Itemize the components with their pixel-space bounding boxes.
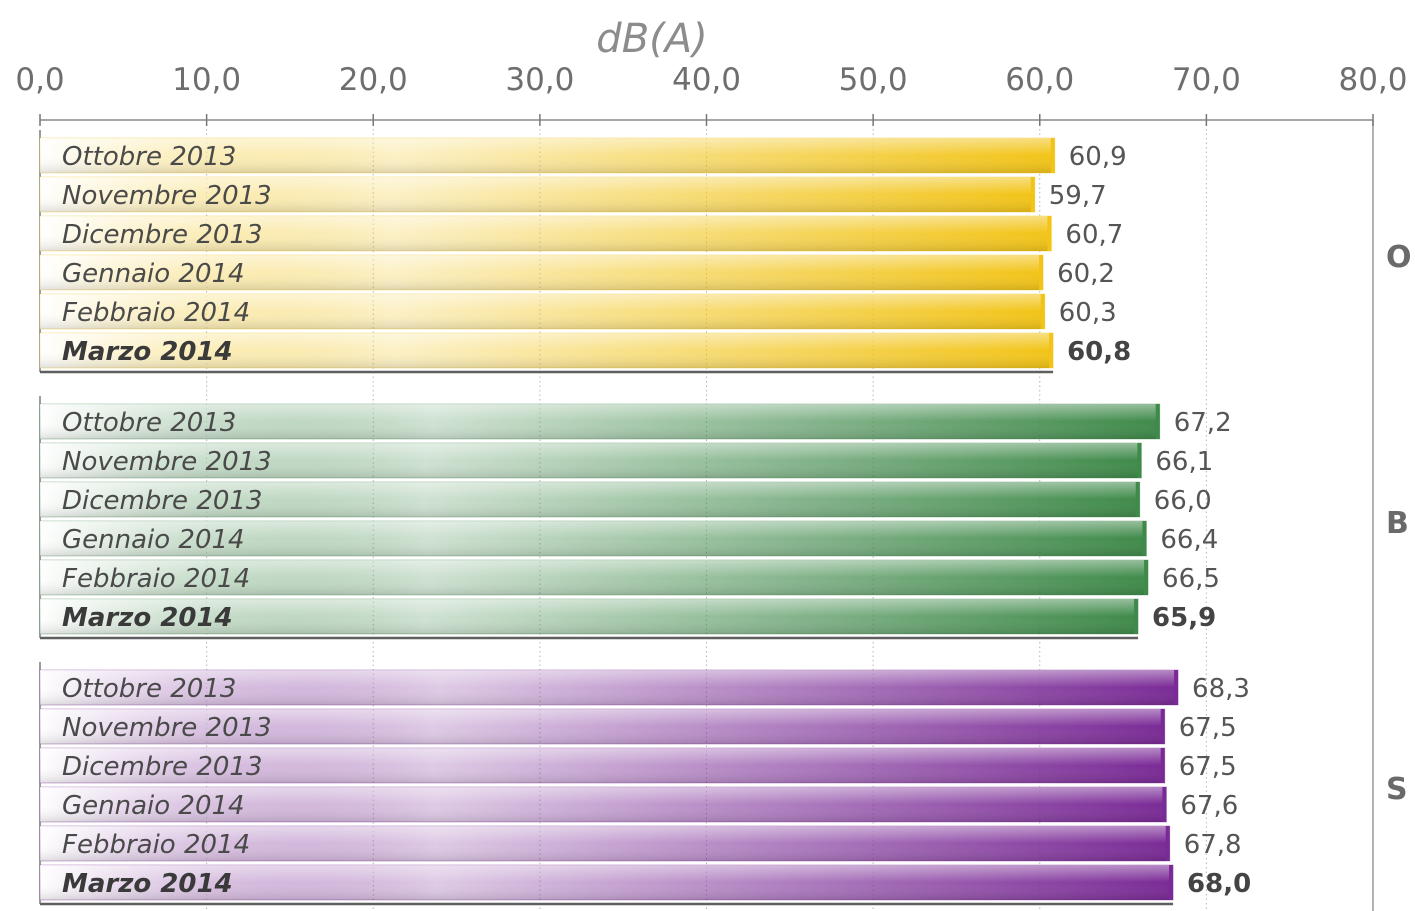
bar-label: Febbraio 2014 bbox=[62, 298, 250, 328]
group-side-label: B bbox=[1386, 506, 1409, 541]
bar-label: Ottobre 2013 bbox=[62, 674, 236, 704]
value-label: 59,7 bbox=[1049, 181, 1107, 211]
bar-group: Ottobre 2013 60,9 Novembre 2013 59,7 Dicembr… bbox=[39, 130, 1131, 374]
bar-label: Dicembre 2013 bbox=[62, 220, 262, 250]
value-label: 66,4 bbox=[1160, 525, 1218, 555]
value-label: 68,3 bbox=[1192, 674, 1250, 704]
bar-gloss bbox=[40, 294, 1045, 329]
bar-gloss bbox=[40, 748, 1165, 783]
value-label: 67,6 bbox=[1180, 791, 1238, 821]
bar-gloss bbox=[40, 443, 1142, 478]
bar-gloss bbox=[40, 138, 1055, 173]
bar-group: Ottobre 2013 68,3 Novembre 2013 67,5 Dicembr… bbox=[39, 662, 1251, 906]
bar-gloss bbox=[40, 709, 1165, 744]
bar-end-cap bbox=[1049, 333, 1054, 368]
value-label: 60,3 bbox=[1059, 298, 1117, 328]
bar-gloss bbox=[40, 404, 1160, 439]
x-tick-label: 0,0 bbox=[15, 62, 64, 98]
bar-label: Gennaio 2014 bbox=[62, 791, 245, 821]
bar-label: Novembre 2013 bbox=[62, 447, 272, 477]
bar-gloss bbox=[40, 521, 1147, 556]
bar-label: Ottobre 2013 bbox=[62, 408, 236, 438]
bar-end-cap bbox=[1039, 255, 1044, 290]
bar-end-cap bbox=[1169, 865, 1174, 900]
bar-end-cap bbox=[1050, 138, 1055, 173]
bar-label: Dicembre 2013 bbox=[62, 752, 262, 782]
value-label: 60,9 bbox=[1069, 142, 1127, 172]
bar-label: Marzo 2014 bbox=[62, 603, 233, 633]
value-label: 60,8 bbox=[1067, 337, 1131, 367]
bar-label: Novembre 2013 bbox=[62, 713, 272, 743]
bar-gloss bbox=[40, 482, 1140, 517]
bar-end-cap bbox=[1135, 482, 1140, 517]
bar-gloss bbox=[40, 177, 1035, 212]
bar-gloss bbox=[40, 670, 1179, 705]
bar-end-cap bbox=[1047, 216, 1052, 251]
x-tick-label: 10,0 bbox=[172, 62, 241, 98]
bar-end-cap bbox=[1137, 443, 1142, 478]
bar-gloss bbox=[40, 216, 1052, 251]
value-label: 65,9 bbox=[1152, 603, 1216, 633]
value-label: 66,5 bbox=[1162, 564, 1220, 594]
value-label: 66,0 bbox=[1154, 486, 1212, 516]
bar-label: Ottobre 2013 bbox=[62, 142, 236, 172]
x-tick-label: 20,0 bbox=[339, 62, 408, 98]
x-tick-label: 60,0 bbox=[1005, 62, 1074, 98]
x-tick-label: 80,0 bbox=[1338, 62, 1407, 98]
bar-end-cap bbox=[1040, 294, 1045, 329]
value-label: 68,0 bbox=[1187, 869, 1251, 899]
value-label: 67,5 bbox=[1179, 713, 1237, 743]
bar-end-cap bbox=[1162, 787, 1167, 822]
bar-group: Ottobre 2013 67,2 Novembre 2013 66,1 Dicembr… bbox=[39, 396, 1232, 640]
bar-gloss bbox=[40, 333, 1054, 368]
bar-gloss bbox=[40, 826, 1170, 861]
bar-label: Marzo 2014 bbox=[62, 869, 233, 899]
bar-label: Febbraio 2014 bbox=[62, 564, 250, 594]
x-axis-ticks: 0,0 10,0 20,0 30,0 40,0 50,0 60,0 70,0 80,0 bbox=[15, 62, 1408, 126]
bar-label: Novembre 2013 bbox=[62, 181, 272, 211]
bar-end-cap bbox=[1174, 670, 1179, 705]
value-label: 66,1 bbox=[1155, 447, 1213, 477]
bar-end-cap bbox=[1030, 177, 1035, 212]
x-tick-label: 30,0 bbox=[505, 62, 574, 98]
value-label: 60,7 bbox=[1065, 220, 1123, 250]
bar-gloss bbox=[40, 599, 1139, 634]
bar-label: Gennaio 2014 bbox=[62, 259, 245, 289]
x-tick-label: 70,0 bbox=[1172, 62, 1241, 98]
x-tick-label: 40,0 bbox=[672, 62, 741, 98]
bars: Ottobre 2013 60,9 Novembre 2013 59,7 Dicembr… bbox=[39, 130, 1251, 906]
bar-gloss bbox=[40, 787, 1167, 822]
bar-gloss bbox=[40, 560, 1149, 595]
bar-end-cap bbox=[1134, 599, 1139, 634]
bar-label: Gennaio 2014 bbox=[62, 525, 245, 555]
bar-label: Febbraio 2014 bbox=[62, 830, 250, 860]
group-side-label: S bbox=[1386, 772, 1408, 807]
value-label: 67,8 bbox=[1184, 830, 1242, 860]
bar-end-cap bbox=[1142, 521, 1147, 556]
bar-end-cap bbox=[1160, 709, 1165, 744]
bar-label: Marzo 2014 bbox=[62, 337, 233, 367]
x-axis-title: dB(A) bbox=[596, 16, 707, 62]
bar-end-cap bbox=[1165, 826, 1170, 861]
value-label: 67,5 bbox=[1179, 752, 1237, 782]
side-labels: O B S bbox=[1386, 240, 1412, 807]
bar-gloss bbox=[40, 255, 1044, 290]
bar-end-cap bbox=[1144, 560, 1149, 595]
x-tick-label: 50,0 bbox=[839, 62, 908, 98]
bar-end-cap bbox=[1155, 404, 1160, 439]
value-label: 60,2 bbox=[1057, 259, 1115, 289]
value-label: 67,2 bbox=[1174, 408, 1232, 438]
bar-gloss bbox=[40, 865, 1174, 900]
group-side-label: O bbox=[1386, 240, 1412, 275]
bar-end-cap bbox=[1160, 748, 1165, 783]
bar-label: Dicembre 2013 bbox=[62, 486, 262, 516]
